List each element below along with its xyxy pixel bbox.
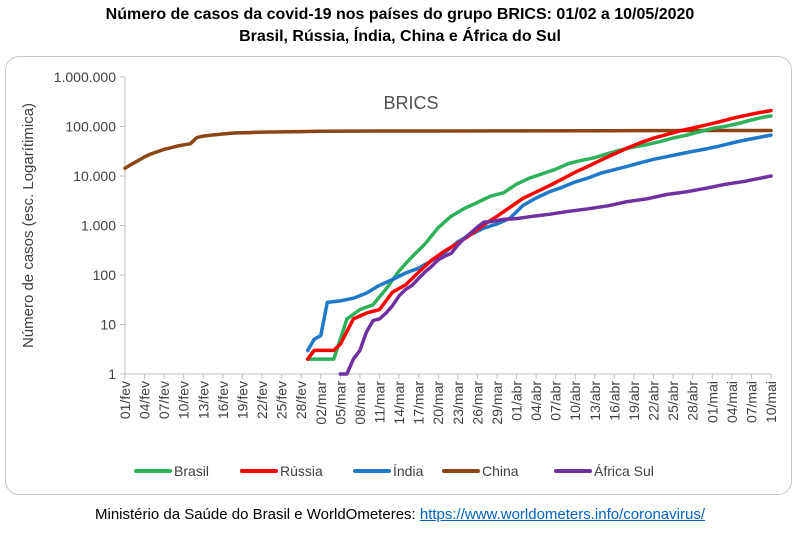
x-tick-label: 25/abr — [665, 381, 681, 421]
x-tick-label: 22/fev — [254, 381, 270, 419]
x-tick-label: 14/mar — [391, 381, 407, 425]
x-tick-label: 23/mar — [450, 381, 466, 425]
x-tick-label: 17/mar — [411, 381, 427, 425]
series-line-rssia — [305, 108, 773, 361]
y-tick-label: 10.000 — [73, 168, 116, 184]
x-tick-label: 07/abr — [548, 381, 564, 421]
source-label: Ministério da Saúde do Brasil e WorldOme… — [95, 506, 416, 523]
chart-frame: 1 10 100 1.000 10.000 100.000 1.000.000 01/fev 0… — [5, 56, 792, 495]
page-title: Número de casos da covid-19 nos países d… — [105, 6, 695, 23]
x-tick-label: 01/fev — [117, 381, 133, 419]
x-tick-label: 07/fev — [156, 381, 172, 419]
series-line-ndia — [305, 133, 773, 353]
x-tick-label: 04/abr — [528, 381, 544, 421]
x-tick-label: 10/mai — [763, 381, 779, 423]
x-tick-label: 04/mai — [724, 381, 740, 423]
x-tick-label: 16/abr — [606, 381, 622, 421]
legend-label: China — [482, 463, 519, 479]
legend-label: África Sul — [594, 463, 654, 479]
chart-title-block: Número de casos da covid-19 nos países d… — [0, 4, 800, 48]
legend-label: Índia — [393, 463, 424, 479]
y-tick-label: 100 — [93, 267, 117, 283]
x-tick-label: 29/mar — [489, 381, 505, 425]
series-line-fricasul — [338, 174, 773, 376]
legend-label: Rússia — [280, 463, 323, 479]
x-tick-label: 28/abr — [685, 381, 701, 421]
y-tick-label: 100.000 — [65, 119, 116, 135]
x-tick-label: 25/fev — [274, 381, 290, 419]
x-tick-label: 28/fev — [293, 381, 309, 419]
x-tick-label: 20/mar — [430, 381, 446, 425]
x-tick-label: 19/abr — [626, 381, 642, 421]
x-tick-label: 22/abr — [646, 381, 662, 421]
y-tick-label: 10 — [100, 317, 116, 333]
legend-label: Brasil — [174, 463, 209, 479]
x-tick-label: 07/mai — [743, 381, 759, 423]
x-tick-label: 26/mar — [469, 381, 485, 425]
y-axis-title: Número de casos (esc. Logarítimica) — [20, 103, 37, 348]
x-tick-label: 05/mar — [332, 381, 348, 425]
series-line-china — [123, 128, 773, 170]
page-subtitle: Brasil, Rússia, Índia, China e África do… — [239, 28, 561, 45]
x-tick-label: 11/mar — [371, 381, 387, 424]
y-tick-label: 1.000.000 — [54, 69, 116, 85]
x-tick-label: 13/abr — [587, 381, 603, 421]
x-tick-label: 02/mar — [313, 381, 329, 425]
y-tick-label: 1.000 — [81, 218, 116, 234]
chart-title: BRICS — [383, 93, 438, 113]
x-tick-label: 01/mai — [704, 381, 720, 423]
x-tick-label: 13/fev — [195, 381, 211, 419]
source-link[interactable]: https://www.worldometers.info/coronaviru… — [419, 506, 705, 523]
x-tick-label: 10/abr — [567, 381, 583, 421]
x-tick-label: 01/abr — [509, 381, 525, 421]
x-tick-label: 08/mar — [352, 381, 368, 425]
x-tick-label: 04/fev — [137, 381, 153, 419]
x-tick-label: 16/fev — [215, 381, 231, 419]
series-line-brasil — [305, 114, 773, 361]
y-tick-label: 1 — [108, 366, 116, 382]
x-tick-label: 10/fev — [176, 381, 192, 419]
source-note: Ministério da Saúde do Brasil e WorldOme… — [0, 505, 800, 525]
x-tick-label: 19/fev — [234, 381, 250, 419]
